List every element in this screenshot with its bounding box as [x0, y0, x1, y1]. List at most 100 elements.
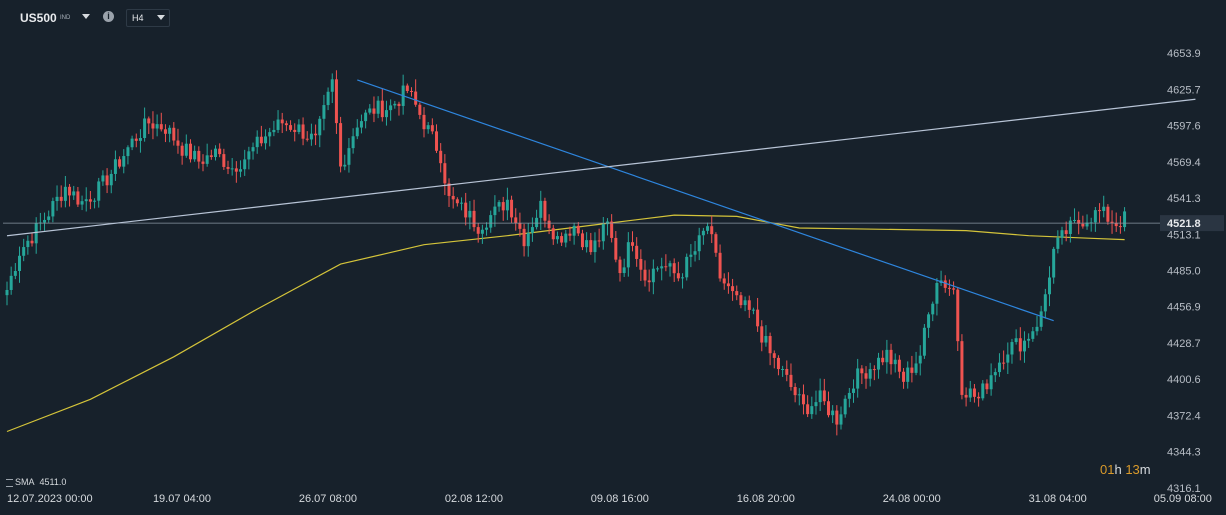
candle [772, 350, 776, 369]
candle [126, 145, 130, 165]
sma-layer [6, 214, 1125, 433]
candle [351, 128, 355, 154]
candle [1068, 216, 1072, 243]
candle [747, 295, 751, 318]
candle [205, 143, 209, 167]
symbol-type: IND [60, 15, 71, 21]
trendline-descending[interactable] [357, 79, 1054, 322]
candle [314, 124, 318, 146]
candle [339, 116, 343, 173]
candle [476, 223, 480, 243]
candle [643, 260, 647, 287]
candle [289, 120, 293, 132]
candle [964, 387, 968, 407]
candle [631, 231, 634, 252]
candle [647, 269, 651, 292]
candle [706, 222, 710, 235]
candle [693, 241, 697, 262]
candle [997, 353, 1001, 377]
candle [147, 116, 151, 134]
candle [672, 258, 676, 282]
candle [735, 285, 739, 301]
candle [889, 343, 893, 375]
candle [743, 296, 747, 312]
candle [401, 74, 405, 115]
candle [864, 366, 868, 389]
candle [284, 120, 288, 132]
candle [843, 395, 847, 418]
info-icon[interactable]: i [103, 11, 114, 22]
sma-indicator-label[interactable]: SMA 4511.0 [6, 477, 66, 487]
candle [268, 127, 272, 147]
chart-toolbar: US500 IND i H4 [0, 0, 1226, 34]
y-tick-label: 4316.1 [1167, 483, 1201, 495]
candle [1106, 204, 1110, 225]
candle [535, 209, 539, 230]
candle [322, 94, 326, 131]
candle [276, 110, 280, 133]
candle [731, 278, 735, 301]
candle [714, 232, 718, 257]
candle [1035, 315, 1039, 336]
candle [564, 229, 568, 248]
timeframe-chevron-down-icon [157, 15, 165, 20]
candle [1093, 206, 1097, 232]
y-tick-label: 4625.7 [1167, 84, 1201, 96]
candle [776, 355, 780, 376]
candle [764, 325, 768, 347]
candle [464, 192, 468, 226]
candle [922, 324, 926, 359]
y-tick-label: 4569.4 [1167, 157, 1201, 169]
candle [952, 281, 956, 295]
candle [635, 237, 639, 267]
symbol-chevron-down-icon[interactable] [82, 14, 90, 19]
candle [163, 124, 167, 143]
candle [34, 217, 38, 254]
candle [364, 109, 368, 129]
candle [376, 96, 380, 119]
candle [430, 118, 434, 135]
indicator-menu-icon[interactable] [6, 478, 13, 487]
candle [293, 123, 297, 142]
candle [1014, 329, 1018, 345]
candle [172, 122, 176, 146]
candle [856, 358, 860, 398]
candle [1018, 327, 1022, 361]
candle [660, 257, 664, 281]
candle [243, 149, 247, 176]
candle [1052, 246, 1056, 284]
candle [1043, 288, 1047, 319]
y-axis: 4653.9 4625.7 4597.6 4569.4 4541.3 4513.1 4485… [1167, 48, 1201, 495]
candle [722, 273, 726, 290]
candle [176, 128, 180, 154]
sma-name: SMA [15, 477, 35, 487]
candle [668, 260, 672, 277]
candle [51, 197, 55, 223]
candle [188, 139, 192, 163]
candle [939, 270, 943, 286]
candle [622, 258, 626, 277]
y-tick-label: 4485.0 [1167, 266, 1201, 278]
candle [80, 195, 84, 211]
candle [1102, 195, 1106, 218]
timeframe-select[interactable]: H4 [126, 9, 170, 27]
candle [239, 160, 243, 178]
candle [555, 231, 559, 244]
candle [756, 297, 760, 332]
candle [989, 363, 993, 396]
candle [839, 406, 843, 430]
candle [9, 266, 13, 295]
candle [793, 383, 797, 403]
candle [977, 392, 981, 407]
candle [589, 232, 593, 255]
candle [368, 104, 372, 115]
candle [1110, 210, 1114, 234]
candle [585, 232, 589, 253]
candle [1118, 216, 1122, 234]
candle [97, 177, 101, 208]
candle [84, 187, 88, 212]
trendline-ascending[interactable] [6, 98, 1196, 237]
candle [918, 345, 922, 376]
symbol-name[interactable]: US500 [20, 11, 57, 25]
